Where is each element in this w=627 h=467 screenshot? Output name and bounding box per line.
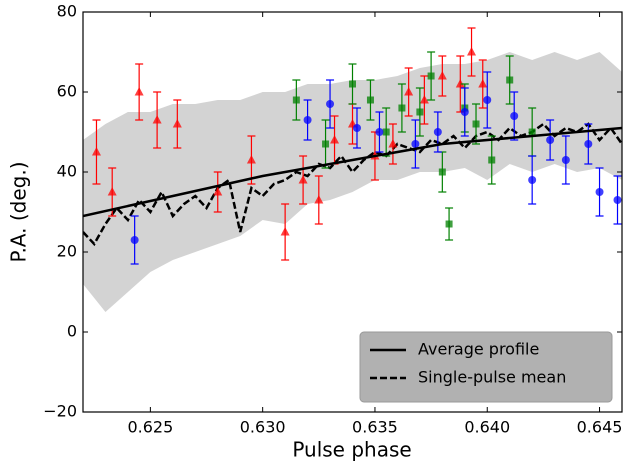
- point: [419, 95, 429, 104]
- point: [433, 128, 442, 136]
- point: [314, 195, 324, 204]
- point: [91, 147, 101, 156]
- plot-area: [83, 27, 622, 312]
- point: [438, 168, 446, 176]
- y-tick-label: 60: [57, 82, 77, 101]
- point: [437, 71, 447, 80]
- point: [134, 87, 144, 96]
- point: [472, 120, 480, 128]
- point: [326, 100, 335, 108]
- y-tick-label: 40: [57, 162, 77, 181]
- x-tick-label: 0.640: [464, 418, 510, 437]
- point: [445, 220, 453, 228]
- point: [107, 187, 117, 196]
- point: [510, 112, 519, 120]
- point: [375, 128, 384, 136]
- point: [398, 104, 406, 112]
- y-axis-label: P.A. (deg.): [7, 161, 31, 262]
- point: [411, 140, 420, 148]
- plot-frame: [82, 11, 623, 413]
- point: [613, 196, 622, 204]
- x-tick-label: 0.635: [352, 418, 398, 437]
- point: [298, 175, 308, 184]
- y-tick-label: 0: [67, 322, 77, 341]
- point: [349, 80, 356, 88]
- point: [130, 236, 139, 244]
- point: [467, 47, 477, 56]
- point: [280, 227, 290, 236]
- point: [213, 187, 223, 196]
- point: [561, 156, 570, 164]
- point: [478, 79, 488, 88]
- point: [427, 72, 435, 80]
- point: [528, 176, 537, 184]
- point: [322, 140, 330, 148]
- point: [352, 124, 361, 132]
- y-tick-label: 80: [57, 2, 77, 21]
- point: [330, 135, 340, 144]
- point: [488, 156, 496, 164]
- x-axis-label: Pulse phase: [292, 438, 411, 462]
- x-tick-label: 0.630: [240, 418, 286, 437]
- point: [172, 119, 182, 128]
- series-line: [83, 126, 622, 218]
- point: [455, 79, 465, 88]
- legend: Average profile Single-pulse mean: [359, 331, 613, 403]
- point: [528, 128, 536, 136]
- point: [292, 96, 300, 104]
- point: [152, 115, 162, 124]
- point: [460, 108, 469, 116]
- point: [546, 136, 555, 144]
- y-tick-label: −20: [43, 402, 77, 421]
- point: [382, 128, 390, 136]
- x-tick-label: 0.625: [127, 418, 173, 437]
- x-tick-label: 0.645: [577, 418, 623, 437]
- point: [595, 188, 604, 196]
- point: [303, 116, 312, 124]
- point: [506, 76, 514, 84]
- y-tick-label: 20: [57, 242, 77, 261]
- legend-box: [359, 331, 613, 403]
- point: [366, 96, 374, 104]
- legend-label: Single-pulse mean: [418, 368, 566, 387]
- point: [416, 108, 424, 116]
- point: [483, 96, 492, 104]
- point: [404, 87, 414, 96]
- point: [584, 140, 593, 148]
- point: [388, 139, 398, 148]
- legend-label: Average profile: [418, 340, 539, 359]
- point: [246, 155, 256, 164]
